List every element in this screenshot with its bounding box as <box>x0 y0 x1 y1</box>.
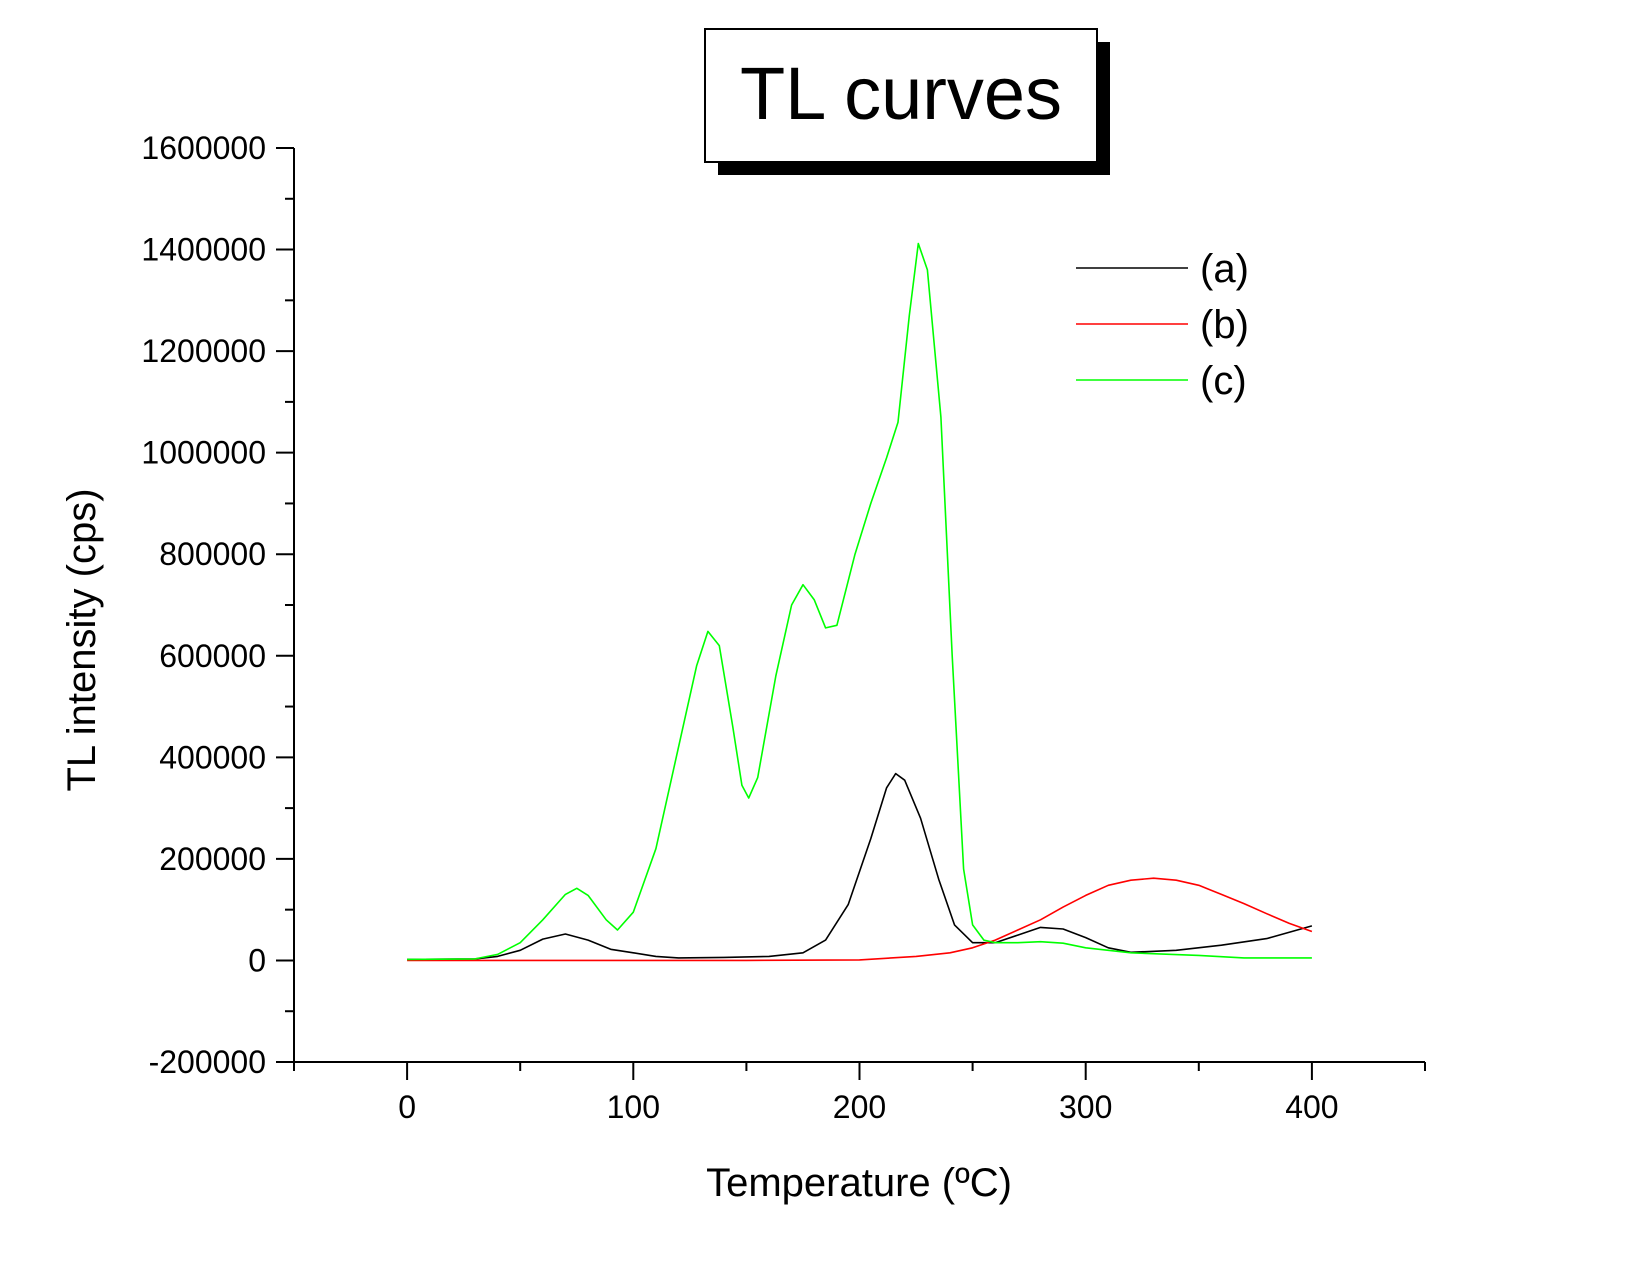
x-tick-label: 200 <box>833 1089 886 1125</box>
series-line <box>407 242 1312 961</box>
title-box-frame <box>704 28 1098 163</box>
y-tick-label: 400000 <box>159 739 266 775</box>
legend: (a) (b) (c) <box>1076 247 1249 403</box>
y-tick-label: 200000 <box>159 841 266 877</box>
y-tick-label: 1200000 <box>141 333 266 369</box>
x-axis: 0 100 200 300 400 <box>293 1061 1426 1125</box>
y-tick-label: -200000 <box>149 1044 266 1080</box>
x-tick-label: 300 <box>1059 1089 1112 1125</box>
y-tick-label: 1600000 <box>141 130 266 166</box>
legend-label: (c) <box>1200 359 1247 403</box>
legend-label: (b) <box>1200 303 1249 347</box>
y-tick-label: 1400000 <box>141 232 266 268</box>
chart-title: TL curves <box>740 52 1062 135</box>
x-axis-label: Temperature (ºC) <box>706 1161 1012 1205</box>
x-tick-label: 400 <box>1285 1089 1338 1125</box>
y-axis-label: TL intensity (cps) <box>60 488 104 791</box>
series-line <box>407 877 1313 962</box>
y-tick-label: 600000 <box>159 638 266 674</box>
x-tick-label: 0 <box>398 1089 416 1125</box>
x-tick-label: 100 <box>607 1089 660 1125</box>
legend-label: (a) <box>1200 247 1249 291</box>
y-tick-label: 800000 <box>159 536 266 572</box>
y-tick-label: 0 <box>248 942 266 978</box>
title-box: TL curves <box>704 28 1110 175</box>
y-axis: -200000 0 200000 400000 600000 800000 1000000 1… <box>141 130 295 1080</box>
series-line <box>407 772 1313 961</box>
y-tick-label: 1000000 <box>141 435 266 471</box>
series-layer <box>407 242 1313 962</box>
